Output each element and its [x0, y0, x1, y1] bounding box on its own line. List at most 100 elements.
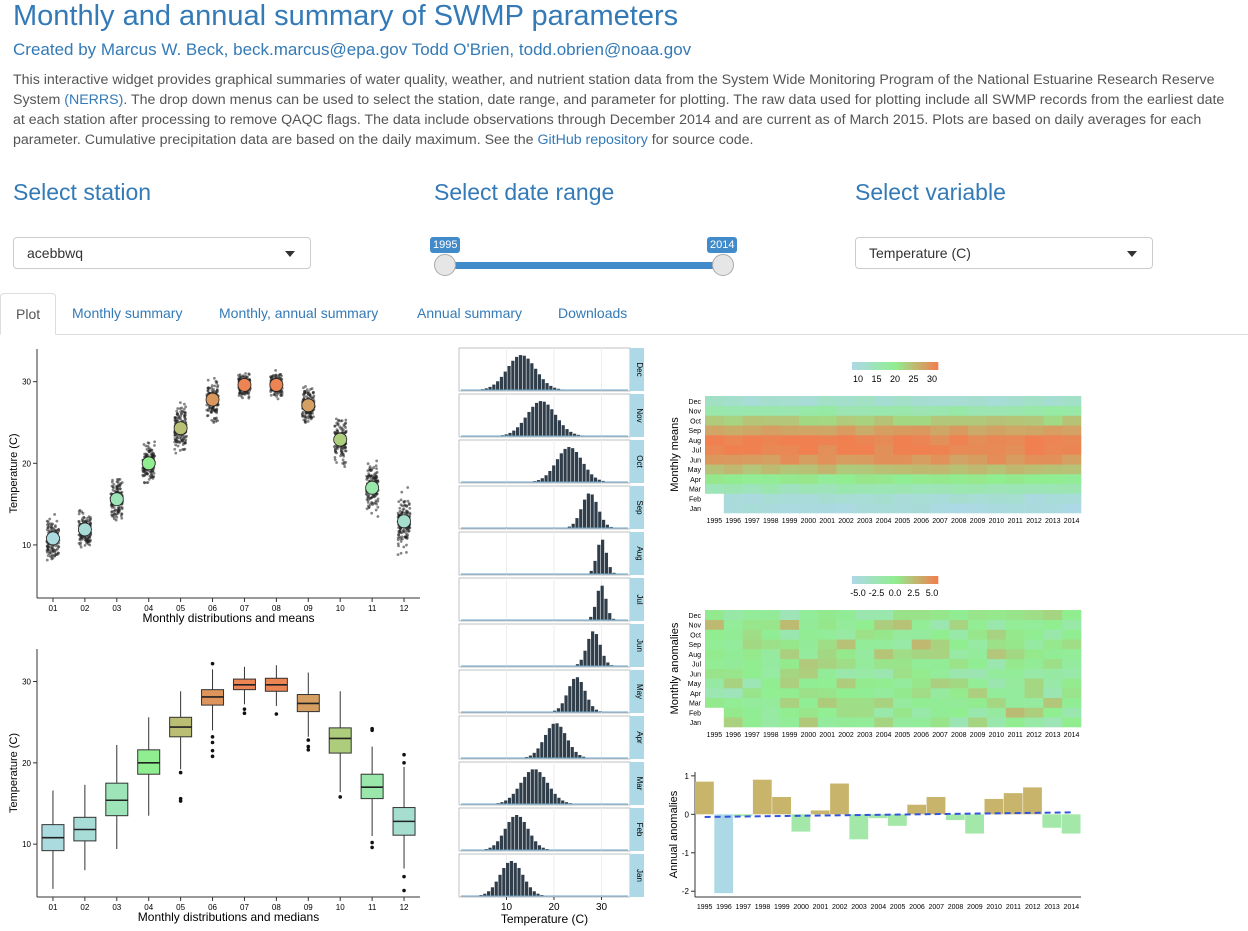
heatmap-cell — [817, 474, 837, 485]
data-point — [365, 477, 369, 481]
heatmap-cell — [874, 717, 894, 728]
mean-point — [205, 392, 220, 407]
github-link[interactable]: GitHub repository — [537, 132, 648, 148]
monthly-means-plot: 10 20 30 01 02 03 04 05 06 07 08 09 10 11 12 Temperatur… — [8, 349, 420, 625]
data-point — [150, 448, 154, 452]
box — [137, 749, 161, 775]
data-point — [50, 548, 54, 552]
heatmap-cell — [855, 454, 875, 465]
y-tick-label: Jan — [690, 506, 701, 513]
heatmap-cell — [1005, 658, 1025, 669]
data-point — [302, 386, 305, 390]
legend-swatch — [927, 576, 930, 584]
data-point — [338, 425, 342, 429]
histogram-bar — [537, 845, 542, 850]
heatmap-cell — [761, 658, 781, 669]
data-point — [399, 498, 403, 502]
heatmap-cell — [987, 503, 1007, 514]
data-point — [396, 538, 400, 542]
histogram-bar — [537, 374, 542, 390]
heatmap-cell — [705, 435, 725, 446]
histogram-bar — [594, 501, 598, 528]
mean-point — [109, 492, 124, 507]
histogram-bar — [536, 480, 541, 482]
heatmap-cell — [705, 503, 725, 514]
data-point — [174, 443, 178, 447]
monthly-means-heatmap: 10 15 20 25 30 Jan Feb Mar Apr May Jun Jul Aug Sep Oct… — [669, 362, 1082, 525]
heatmap-cell — [1043, 717, 1063, 728]
heatmap-cell — [799, 483, 819, 494]
heatmap-cell — [705, 464, 725, 475]
data-point — [368, 465, 372, 468]
legend-swatch — [912, 576, 915, 584]
heatmap-cell — [987, 454, 1007, 465]
data-point — [46, 548, 50, 551]
heatmap-cell — [930, 619, 950, 630]
y-tick-label: Apr — [690, 477, 702, 484]
variable-select[interactable]: Temperature (C) — [855, 237, 1153, 269]
data-point — [368, 474, 372, 478]
histogram-panel — [458, 853, 631, 898]
box-outlier — [370, 726, 374, 731]
histogram-bar — [611, 618, 616, 620]
heatmap-cell — [817, 483, 837, 494]
heatmap-cell — [930, 483, 950, 494]
x-tick-label: 01 — [49, 604, 58, 613]
heatmap-cell — [1005, 649, 1025, 660]
data-point — [375, 459, 379, 463]
tab-annual-summary[interactable]: Annual summary — [417, 305, 523, 321]
tab-downloads[interactable]: Downloads — [558, 305, 628, 321]
heatmap-cell — [1024, 649, 1044, 660]
author-email-link-1[interactable]: beck.marcus@epa.gov — [233, 40, 408, 59]
legend-swatch — [873, 362, 876, 370]
facet-strip-label: Feb — [635, 823, 644, 837]
histogram-bar — [504, 800, 508, 804]
heatmap-cell — [1062, 425, 1082, 436]
histogram-bar — [535, 402, 539, 436]
heatmap-cell — [705, 658, 725, 669]
heatmap-cell — [893, 474, 913, 485]
data-point — [343, 424, 346, 428]
heatmap-cell — [761, 425, 781, 436]
box-outlier — [210, 740, 215, 745]
heatmap-cell — [874, 464, 894, 475]
heatmap-cell — [836, 503, 856, 514]
nerrs-link[interactable]: (NERRS) — [64, 92, 124, 108]
date-range-label: Select date range — [434, 179, 615, 205]
histogram-bar — [502, 867, 506, 896]
histogram-bar — [528, 755, 533, 758]
heatmap-cell — [799, 697, 819, 708]
slider-min-handle[interactable] — [434, 254, 456, 276]
slider-track[interactable] — [445, 262, 723, 269]
tab-monthly-summary[interactable]: Monthly summary — [72, 305, 183, 321]
x-tick-label: 1998 — [755, 904, 771, 911]
heatmap-cell — [855, 629, 875, 640]
heatmap-cell — [987, 717, 1007, 728]
tab-monthly-annual-summary[interactable]: Monthly, annual summary — [219, 305, 379, 321]
histogram-panel — [458, 807, 631, 852]
legend-swatch — [888, 576, 891, 584]
data-point — [209, 411, 213, 414]
legend-swatch — [929, 576, 932, 584]
heatmap-cell — [836, 415, 856, 426]
x-tick-label: 2010 — [989, 732, 1005, 739]
heatmap-cell — [893, 707, 913, 718]
author-email-link-2[interactable]: todd.obrien@noaa.gov — [518, 40, 692, 59]
data-point — [300, 413, 304, 416]
anomaly-bar — [733, 814, 753, 817]
heatmap-cell — [723, 610, 743, 621]
slider-max-handle[interactable] — [712, 254, 734, 276]
heatmap-cell — [949, 444, 969, 455]
heatmap-cell — [949, 668, 969, 679]
x-tick-label: 20 — [548, 902, 560, 913]
heatmap-cell — [968, 688, 988, 699]
legend-swatch — [869, 576, 872, 584]
station-select[interactable]: acebbwq — [13, 237, 311, 269]
heatmap-cell — [949, 717, 969, 728]
data-point — [150, 473, 154, 476]
heatmap-cell — [723, 697, 743, 708]
y-axis-title: Monthly anomalies — [669, 622, 681, 714]
heatmap-cell — [1043, 454, 1063, 465]
histogram-bar — [518, 355, 523, 390]
tab-plot[interactable]: Plot — [0, 293, 57, 335]
